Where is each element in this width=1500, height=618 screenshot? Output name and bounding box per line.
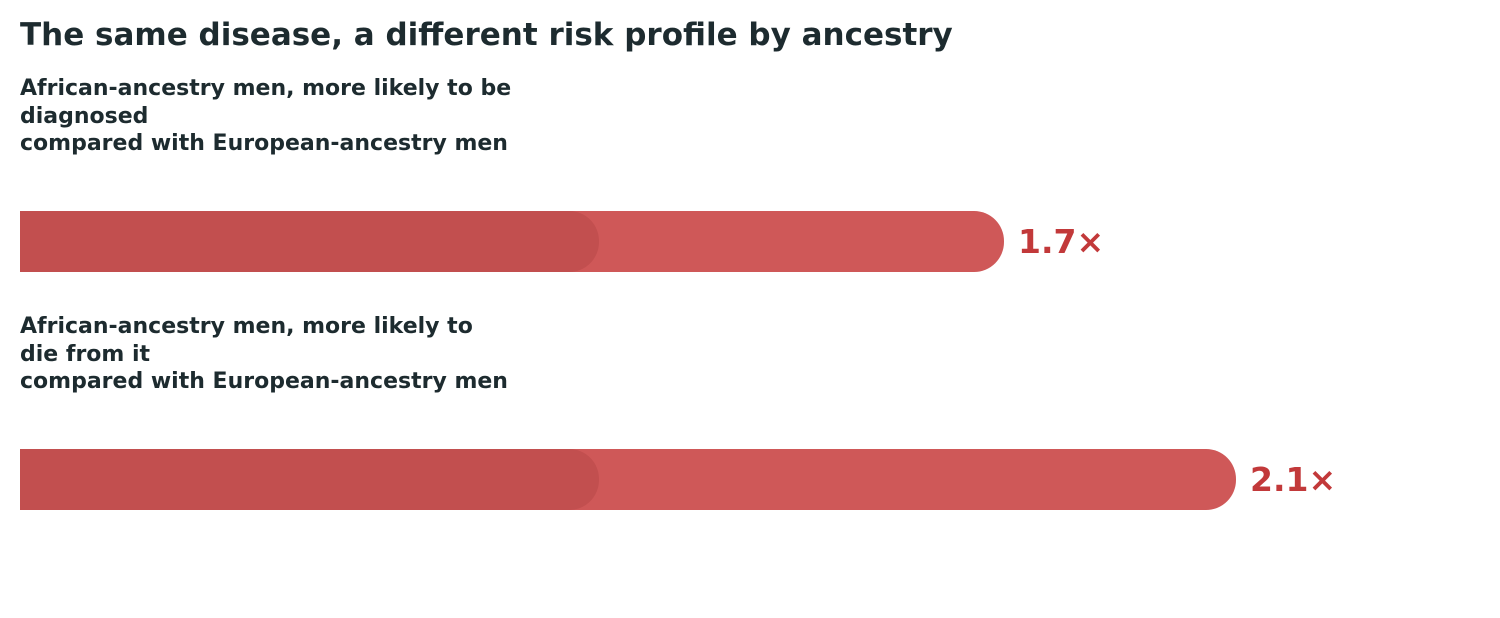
chart-title: The same disease, a different risk profi…	[20, 17, 953, 53]
value-label-mortality: 2.1×	[1250, 460, 1337, 499]
row-label-line: diagnosed	[20, 103, 149, 129]
row-label-diagnosed: African-ancestry men, more likely to be …	[20, 75, 511, 158]
row-label-line: compared with European-ancestry men	[20, 369, 508, 394]
bar-baseline-diagnosed	[20, 211, 599, 272]
row-label-line: compared with European-ancestry men	[20, 131, 508, 156]
row-label-mortality: African-ancestry men, more likely to die…	[20, 313, 508, 396]
bar-baseline-mortality	[20, 449, 599, 510]
row-label-line: die from it	[20, 341, 151, 367]
row-label-line: African-ancestry men, more likely to	[20, 314, 473, 339]
row-label-line: African-ancestry men, more likely to be	[20, 76, 512, 101]
value-label-diagnosed: 1.7×	[1018, 222, 1105, 261]
